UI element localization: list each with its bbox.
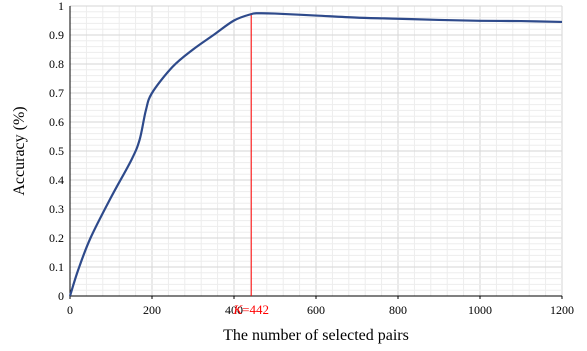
grid: [69, 5, 563, 297]
x-tick-label: 1200: [550, 303, 574, 317]
y-tick-label: 0.4: [49, 173, 64, 187]
k-annotation-value: =442: [242, 302, 269, 317]
y-tick-label: 0.2: [49, 231, 64, 245]
y-tick-label: 1: [58, 0, 64, 13]
y-tick-label: 0: [58, 289, 64, 303]
accuracy-series-line: [68, 12, 563, 297]
k-annotation-k: K: [232, 302, 243, 317]
x-tick-label: 200: [143, 303, 161, 317]
k-annotation: K=442: [232, 302, 269, 317]
y-tick-label: 0.1: [49, 260, 64, 274]
x-tick-label: 400: [225, 303, 243, 317]
y-tick-labels: 0 0.1 0.2 0.3 0.4 0.5 0.6 0.7 0.8 0.9 1: [49, 0, 64, 303]
x-tick-label: 1000: [468, 303, 492, 317]
y-tick-label: 0.7: [49, 86, 64, 100]
x-tick-labels: 0 200 400 600 800 1000 1200: [67, 296, 574, 317]
y-tick-label: 0.5: [49, 144, 64, 158]
x-tick-label: 0: [67, 303, 73, 317]
y-tick-label: 0.8: [49, 57, 64, 71]
y-tick-label: 0.9: [49, 28, 64, 42]
x-tick-label: 600: [307, 303, 325, 317]
y-axis-title: Accuracy (%): [11, 106, 28, 195]
x-axis-title: The number of selected pairs: [223, 327, 409, 344]
y-tick-label: 0.6: [49, 115, 64, 129]
x-tick-label: 800: [389, 303, 407, 317]
y-tick-label: 0.3: [49, 202, 64, 216]
